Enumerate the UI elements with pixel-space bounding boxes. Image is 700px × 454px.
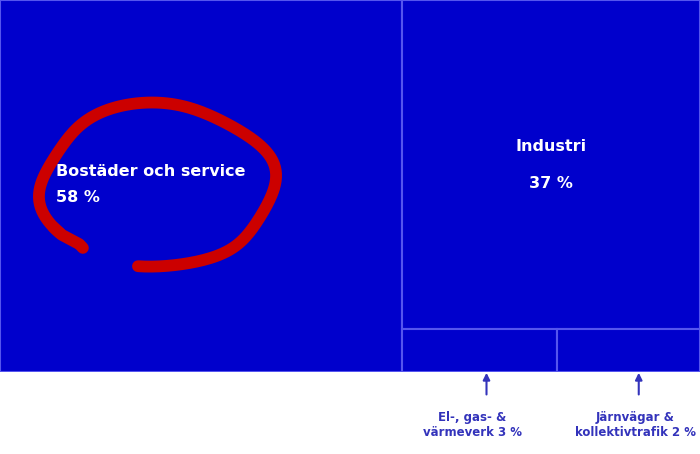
- Bar: [402, 330, 556, 372]
- Text: 58 %: 58 %: [56, 190, 100, 205]
- Text: El-, gas- &
värmeverk 3 %: El-, gas- & värmeverk 3 %: [423, 411, 522, 439]
- Text: Bostäder och service: Bostäder och service: [56, 164, 246, 179]
- Text: 37 %: 37 %: [529, 176, 573, 191]
- Bar: [0, 0, 402, 372]
- Text: Järnvägar &
kollektivtrafik 2 %: Järnvägar & kollektivtrafik 2 %: [575, 411, 696, 439]
- Bar: [556, 330, 700, 372]
- Text: Industri: Industri: [516, 138, 587, 153]
- Bar: [402, 0, 700, 330]
